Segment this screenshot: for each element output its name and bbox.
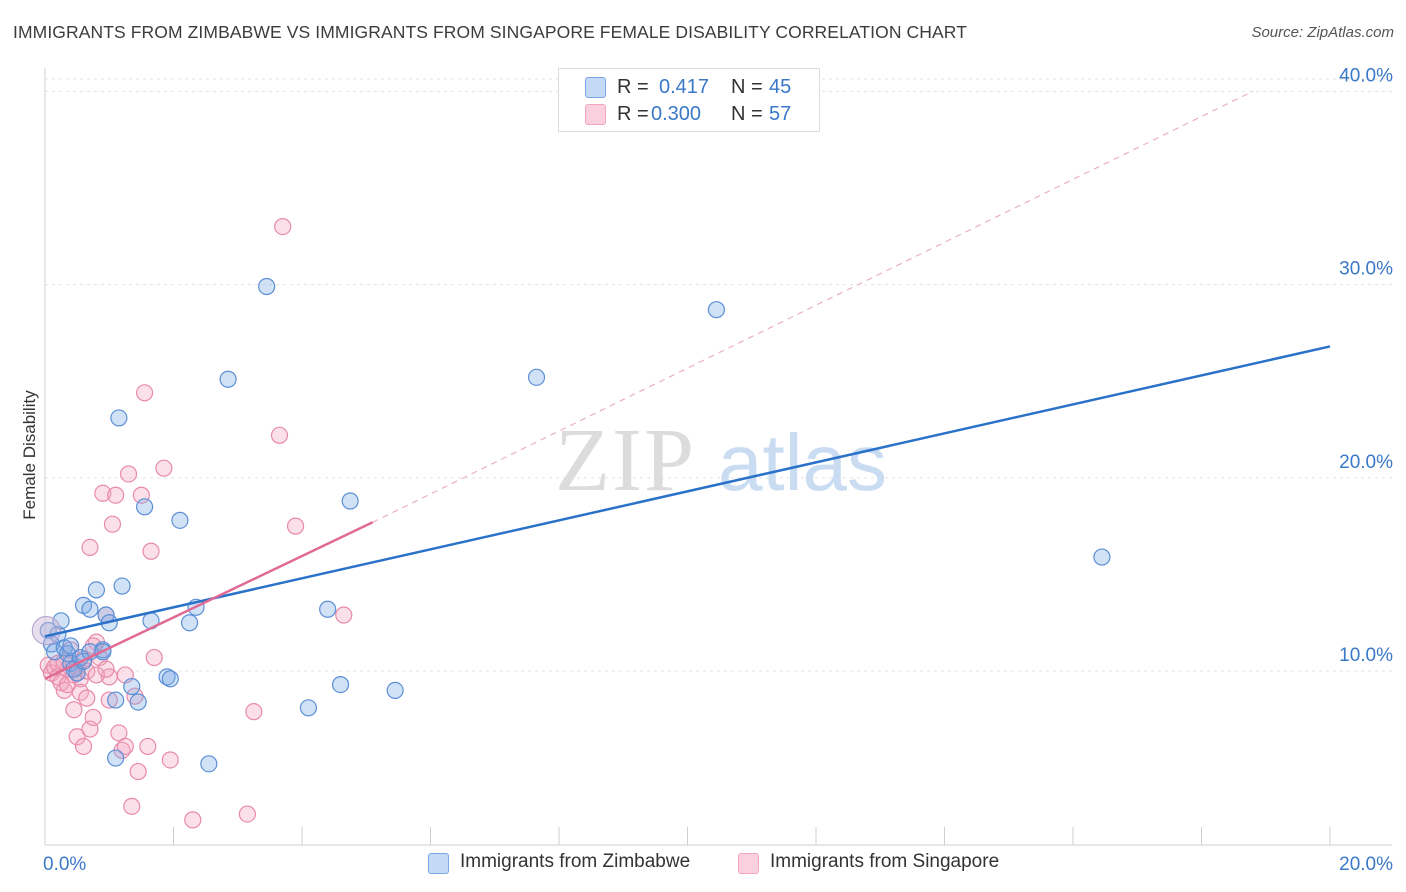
- point-singapore: [119, 465, 138, 483]
- point-zimbabwe: [110, 409, 128, 427]
- point-zimbabwe: [62, 637, 80, 655]
- y-tick-label: 40.0%: [1339, 65, 1393, 86]
- point-zimbabwe: [341, 492, 359, 510]
- point-zimbabwe: [219, 370, 237, 388]
- point-singapore: [142, 542, 160, 560]
- trend-line-zimbabwe: [44, 345, 1331, 638]
- point-singapore: [84, 708, 102, 727]
- point-zimbabwe: [527, 368, 546, 386]
- axes: [44, 68, 1392, 846]
- watermark-atlas: atlas: [718, 418, 887, 507]
- point-singapore: [335, 606, 353, 624]
- point-zimbabwe: [299, 699, 318, 717]
- point-zimbabwe: [135, 498, 154, 516]
- point-singapore: [103, 515, 122, 533]
- point-singapore: [184, 811, 202, 829]
- point-zimbabwe: [52, 612, 70, 630]
- x-tick-label: 0.0%: [43, 854, 86, 875]
- point-singapore: [81, 538, 99, 556]
- legend-r-value-singapore: 0.300: [651, 103, 702, 125]
- legend-n-label-singapore: N =: [731, 103, 763, 125]
- point-zimbabwe: [107, 749, 125, 767]
- legend-swatch-singapore: [585, 104, 606, 125]
- x-tick-label: 20.0%: [1339, 854, 1393, 875]
- point-singapore: [100, 691, 118, 709]
- y-tick-label: 20.0%: [1339, 452, 1393, 473]
- point-singapore: [97, 660, 115, 678]
- point-zimbabwe: [171, 511, 189, 529]
- point-singapore: [94, 484, 112, 502]
- tick-labels: 10.0% 20.0% 30.0% 40.0% 0.0% 20.0%: [43, 65, 1393, 875]
- point-zimbabwe: [180, 614, 199, 632]
- point-zimbabwe: [161, 670, 179, 688]
- point-singapore: [123, 797, 141, 815]
- point-singapore: [68, 728, 86, 746]
- point-singapore: [135, 384, 154, 402]
- y-tick-label: 30.0%: [1339, 259, 1393, 280]
- point-singapore: [78, 689, 96, 707]
- point-singapore: [238, 805, 256, 823]
- data-points: [31, 218, 1111, 829]
- bottom-legend-swatch-singapore: [738, 853, 759, 874]
- legend-r-label-zimbabwe: R =: [617, 76, 649, 98]
- legend-n-value-zimbabwe: 45: [769, 76, 792, 98]
- point-zimbabwe: [123, 677, 141, 696]
- point-zimbabwe: [707, 301, 726, 319]
- point-zimbabwe: [81, 600, 99, 618]
- point-cluster: [31, 615, 61, 645]
- point-zimbabwe: [46, 643, 64, 661]
- y-tick-label: 10.0%: [1339, 645, 1393, 666]
- watermark: ZIP atlas: [555, 411, 887, 510]
- point-singapore: [65, 701, 83, 719]
- point-zimbabwe: [1093, 548, 1111, 566]
- point-zimbabwe: [129, 693, 147, 711]
- point-singapore: [286, 517, 305, 535]
- bottom-legend-label-singapore: Immigrants from Singapore: [770, 851, 1000, 872]
- point-singapore: [139, 737, 157, 756]
- point-zimbabwe: [200, 755, 218, 773]
- point-zimbabwe: [113, 577, 131, 595]
- point-singapore: [145, 648, 163, 667]
- point-singapore: [161, 751, 179, 769]
- trend-lines: [44, 90, 1331, 680]
- legend-r-value-zimbabwe: 0.417: [659, 76, 710, 98]
- bottom-legend-swatch-zimbabwe: [428, 853, 449, 874]
- legend-n-label-zimbabwe: N =: [731, 76, 763, 98]
- point-singapore: [71, 683, 89, 701]
- point-singapore: [87, 666, 106, 684]
- point-singapore: [107, 486, 125, 504]
- point-zimbabwe: [331, 676, 350, 694]
- bottom-legend-label-zimbabwe: Immigrants from Zimbabwe: [460, 851, 691, 872]
- source-label: Source: ZipAtlas.com: [1251, 24, 1394, 41]
- point-singapore: [270, 426, 289, 444]
- point-singapore: [155, 459, 173, 477]
- point-singapore: [274, 218, 292, 236]
- point-zimbabwe: [87, 581, 106, 599]
- trend-line-singapore: [44, 521, 374, 680]
- point-zimbabwe: [319, 600, 337, 618]
- stats-legend: R = 0.417 N = 45 R = 0.300 N = 57: [558, 68, 820, 132]
- point-zimbabwe: [258, 277, 276, 296]
- watermark-zip: ZIP: [555, 411, 696, 510]
- legend-n-value-singapore: 57: [769, 103, 792, 125]
- point-singapore: [58, 676, 77, 694]
- point-singapore: [74, 737, 93, 756]
- legend-r-label-singapore: R =: [617, 103, 649, 125]
- legend-swatch-zimbabwe: [585, 77, 606, 98]
- chart-title: IMMIGRANTS FROM ZIMBABWE VS IMMIGRANTS F…: [13, 22, 967, 42]
- point-singapore: [245, 703, 263, 721]
- point-singapore: [129, 762, 147, 781]
- point-zimbabwe: [107, 691, 125, 709]
- point-singapore: [116, 737, 134, 756]
- point-zimbabwe: [386, 681, 404, 700]
- trend-extension-singapore: [372, 90, 1254, 523]
